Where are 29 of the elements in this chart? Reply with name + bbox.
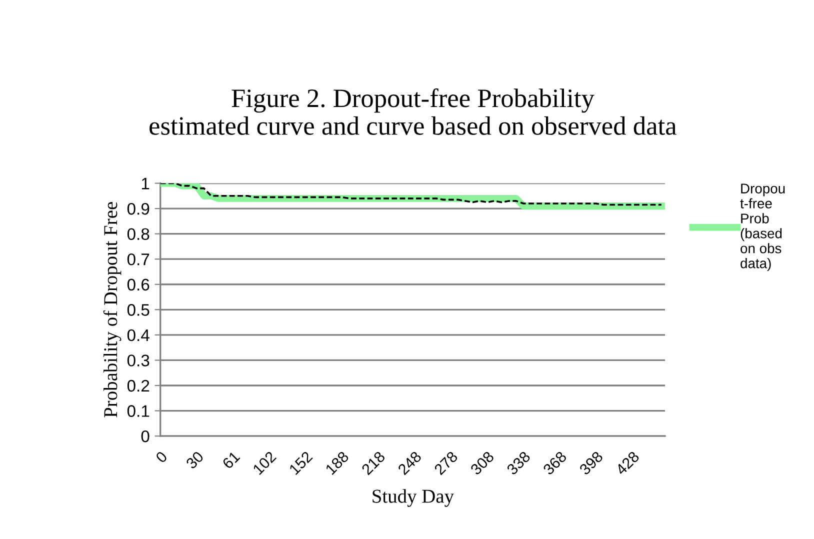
x-tick-label: 152 [288, 450, 313, 476]
x-tick-label: 102 [252, 450, 277, 476]
x-tick-label: 278 [434, 450, 458, 476]
legend-label: Dropout-free Prob (based on obs data) [740, 184, 785, 271]
y-tick-label: 1 [142, 178, 150, 190]
x-tick-label: 188 [324, 450, 350, 476]
y-tick-label: 0.8 [127, 228, 150, 240]
y-tick-label: 0 [141, 430, 150, 442]
x-axis-title: Study Day [372, 489, 454, 507]
x-tick-label: 368 [542, 450, 568, 476]
x-tick-label: 428 [614, 450, 640, 476]
y-tick-label: 0.6 [127, 278, 150, 291]
x-tick-label: 218 [361, 450, 386, 476]
x-tick-label: 398 [578, 450, 604, 476]
x-tick-label: 61 [222, 450, 240, 470]
y-tick-label: 0.3 [127, 354, 150, 366]
y-tick-label: 0.4 [127, 329, 150, 342]
y-tick-label: 0.2 [127, 380, 150, 392]
y-tick-label: 0.9 [127, 202, 150, 215]
chart-title: Figure 2. Dropout-free Probability estimated curve and curve based on observed data [150, 88, 676, 135]
x-tick-label: 308 [470, 450, 495, 476]
y-tick-label: 0.7 [127, 254, 150, 266]
x-tick-label: 30 [185, 450, 204, 470]
y-tick-label: 0.5 [127, 304, 150, 316]
x-tick-label: 338 [506, 450, 531, 476]
y-axis-title: Probability of Dropout Free [103, 202, 122, 418]
y-tick-label: 0.1 [127, 405, 150, 417]
x-tick-label: 0 [155, 450, 168, 464]
x-tick-label: 248 [397, 450, 422, 476]
